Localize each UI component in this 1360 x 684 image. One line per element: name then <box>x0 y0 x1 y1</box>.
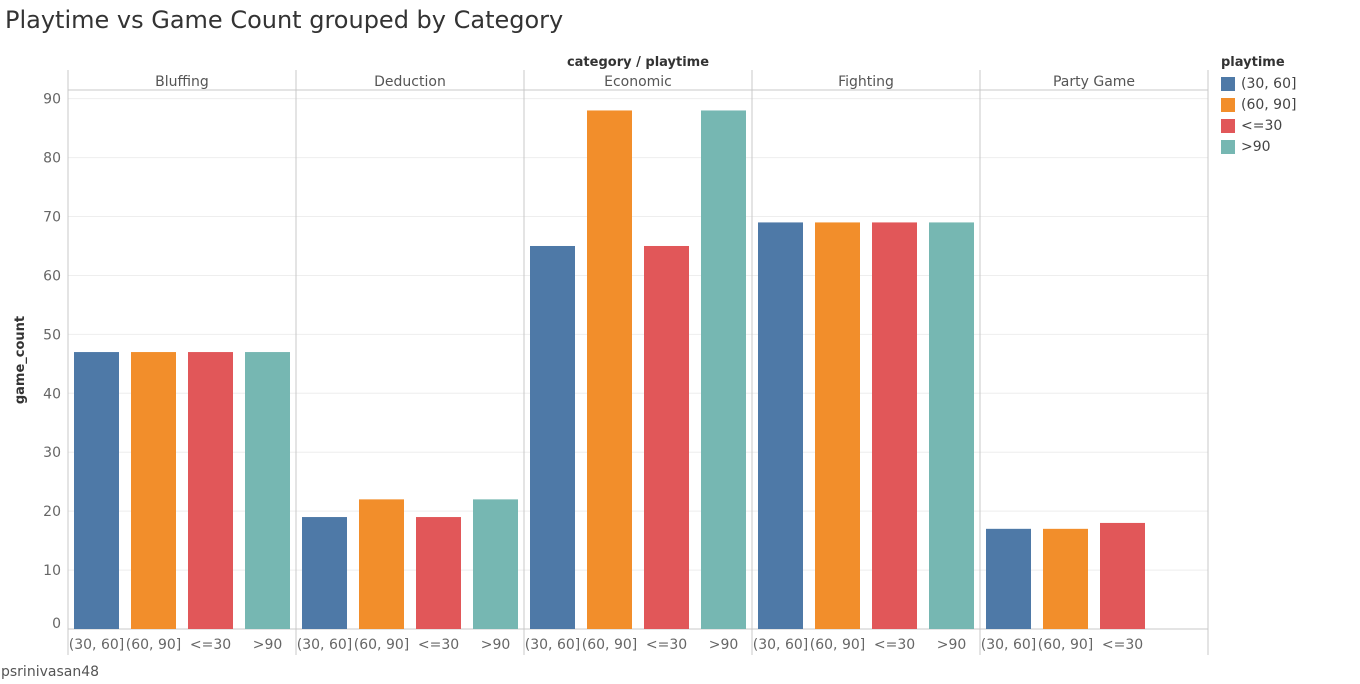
y-tick-label: 60 <box>43 268 61 284</box>
legend-swatch <box>1221 139 1235 154</box>
y-tick-label: 90 <box>43 92 61 108</box>
x-tick-label: (30, 60] <box>297 637 352 653</box>
column-header-title: category / playtime <box>567 55 709 70</box>
x-tick-label: >90 <box>937 637 967 653</box>
bar <box>245 352 290 629</box>
y-tick-label: 30 <box>43 445 61 461</box>
x-tick-label: <=30 <box>1102 637 1143 653</box>
chart-title: Playtime vs Game Count grouped by Catego… <box>5 6 564 34</box>
legend-item[interactable]: (60, 90] <box>1221 94 1296 115</box>
bar <box>530 245 575 629</box>
legend-item[interactable]: <=30 <box>1221 115 1296 136</box>
y-tick-label: 20 <box>43 504 61 520</box>
x-tick-label: (60, 90] <box>582 637 637 653</box>
legend-item[interactable]: >90 <box>1221 136 1296 157</box>
legend-label: (60, 90] <box>1241 96 1297 113</box>
x-tick-label: (30, 60] <box>69 637 124 653</box>
bar <box>302 517 347 629</box>
x-tick-label: (30, 60] <box>525 637 580 653</box>
x-tick-label: (60, 90] <box>354 637 409 653</box>
x-tick-label: (60, 90] <box>810 637 865 653</box>
x-tick-label: <=30 <box>646 637 687 653</box>
bar <box>758 222 803 629</box>
x-tick-label: <=30 <box>190 637 231 653</box>
bar <box>986 528 1031 629</box>
panel-header: Fighting <box>838 74 894 90</box>
y-tick-label: 40 <box>43 386 61 402</box>
bar <box>815 222 860 629</box>
bar <box>701 110 746 630</box>
y-tick-label: 70 <box>43 210 61 226</box>
faceted-bar-chart: category / playtime game_count 0 10 20 30 40 50… <box>13 55 1209 655</box>
y-tick-label: 80 <box>43 151 61 167</box>
panel-header: Bluffing <box>155 74 209 90</box>
bar <box>416 517 461 629</box>
x-tick-label: (60, 90] <box>126 637 181 653</box>
x-tick-label: >90 <box>253 637 283 653</box>
x-tick-label: (30, 60] <box>981 637 1036 653</box>
x-tick-label: <=30 <box>418 637 459 653</box>
y-tick-label: 0 <box>52 616 61 632</box>
panel-header: Economic <box>604 74 672 90</box>
legend: playtime (30, 60] (60, 90] <=30 >90 <box>1221 55 1296 157</box>
x-tick-label: <=30 <box>874 637 915 653</box>
legend-swatch <box>1221 118 1235 133</box>
legend-label: >90 <box>1241 138 1271 155</box>
bar <box>359 499 404 629</box>
x-tick-label: (30, 60] <box>753 637 808 653</box>
bar <box>872 222 917 629</box>
bar <box>644 245 689 629</box>
bar <box>188 352 233 629</box>
bar <box>1043 528 1088 629</box>
legend-title: playtime <box>1221 55 1285 70</box>
y-tick-label: 10 <box>43 563 61 579</box>
x-tick-label: >90 <box>709 637 739 653</box>
panel-header: Deduction <box>374 74 446 90</box>
x-tick-label: >90 <box>481 637 511 653</box>
bar <box>131 352 176 629</box>
bar <box>1100 522 1145 629</box>
legend-swatch <box>1221 97 1235 112</box>
legend-label: (30, 60] <box>1241 75 1297 92</box>
legend-item[interactable]: (30, 60] <box>1221 73 1296 94</box>
y-axis-label: game_count <box>13 316 28 404</box>
bar <box>74 352 119 629</box>
x-tick-label: (60, 90] <box>1038 637 1093 653</box>
panel-header: Party Game <box>1053 74 1135 90</box>
bar <box>473 499 518 629</box>
author-credit: psrinivasan48 <box>1 664 100 680</box>
legend-label: <=30 <box>1241 117 1283 134</box>
bar <box>929 222 974 629</box>
bar <box>587 110 632 630</box>
legend-swatch <box>1221 76 1235 91</box>
y-tick-label: 50 <box>43 327 61 343</box>
